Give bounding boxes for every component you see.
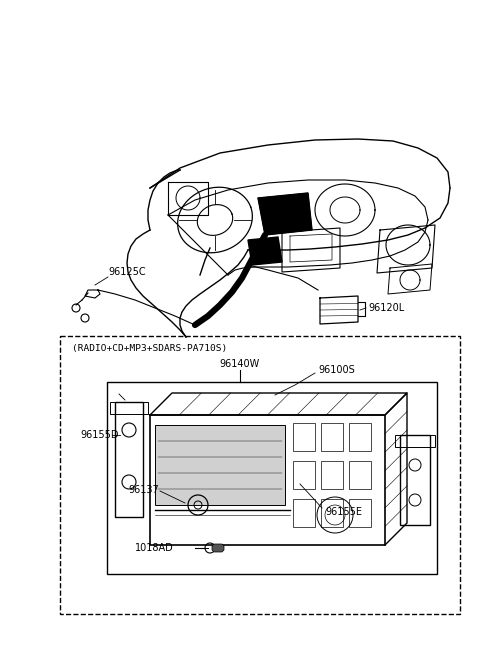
Bar [150, 415, 385, 545]
Bar [293, 461, 315, 489]
Bar [321, 461, 343, 489]
Bar [155, 425, 285, 505]
Bar [349, 499, 371, 527]
Bar [321, 423, 343, 451]
Bar [349, 461, 371, 489]
Text: 96120L: 96120L [368, 303, 404, 313]
Bar [293, 423, 315, 451]
Polygon shape [248, 237, 282, 265]
Polygon shape [212, 544, 224, 552]
Bar [115, 402, 143, 517]
Bar [349, 423, 371, 451]
Bar [107, 382, 437, 574]
Text: (RADIO+CD+MP3+SDARS-PA710S): (RADIO+CD+MP3+SDARS-PA710S) [72, 344, 227, 352]
Text: 96137: 96137 [128, 485, 159, 495]
Text: 96155E: 96155E [325, 507, 362, 517]
Bar [400, 435, 430, 525]
Polygon shape [258, 193, 312, 235]
Text: 1018AD: 1018AD [135, 543, 174, 553]
Text: 96155D: 96155D [80, 430, 119, 440]
Bar [60, 336, 460, 614]
Bar [293, 499, 315, 527]
Bar [395, 435, 435, 447]
Text: 96140W: 96140W [220, 359, 260, 369]
Text: 96100S: 96100S [318, 365, 355, 375]
Bar [110, 402, 148, 414]
Text: 96125C: 96125C [108, 267, 145, 277]
Bar [321, 499, 343, 527]
